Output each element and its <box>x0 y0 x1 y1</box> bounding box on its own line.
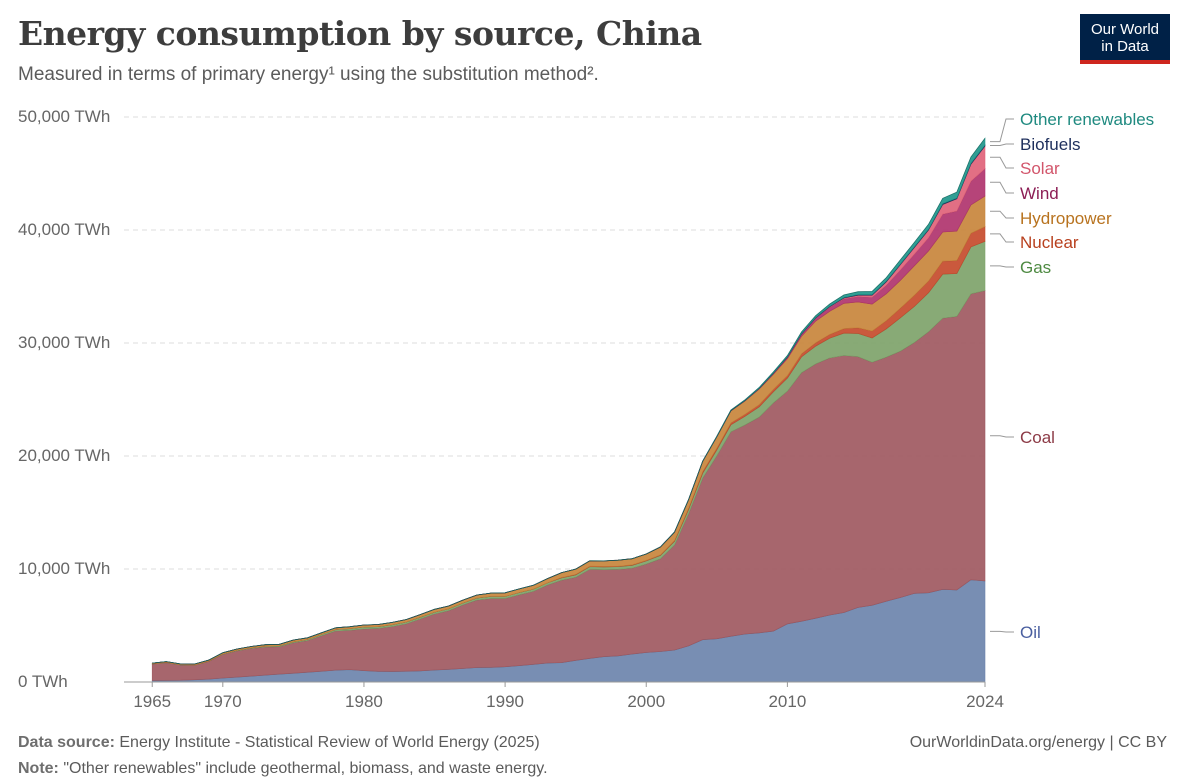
x-tick-label: 2000 <box>627 692 665 711</box>
y-tick-label: 40,000 TWh <box>18 220 110 239</box>
label-connector <box>990 143 1014 146</box>
series-label-hydropower: Hydropower <box>1020 209 1112 228</box>
label-connector <box>990 118 1014 143</box>
y-tick-label: 20,000 TWh <box>18 446 110 465</box>
chart-area: 0 TWh 10,000 TWh 20,000 TWh 30,000 TWh 40,00… <box>18 107 1154 711</box>
y-tick-label: 0 TWh <box>18 672 68 691</box>
series-label-solar: Solar <box>1020 159 1060 178</box>
series-label-gas: Gas <box>1020 258 1051 277</box>
chart-title: Energy consumption by source, China <box>18 14 702 53</box>
area-other-renewables <box>152 137 986 665</box>
series-label-wind: Wind <box>1020 184 1059 203</box>
label-connector <box>990 181 1014 194</box>
data-source-line: Data source: Energy Institute - Statisti… <box>18 734 540 752</box>
label-connector <box>990 233 1014 243</box>
logo-line-1: Our World <box>1090 21 1160 38</box>
x-tick-label: 1965 <box>133 692 171 711</box>
logo-accent-bar <box>1080 60 1170 64</box>
y-tick-label: 10,000 TWh <box>18 559 110 578</box>
x-tick-label: 1970 <box>204 692 242 711</box>
data-source-text[interactable]: Energy Institute - Statistical Review of… <box>119 734 540 751</box>
x-tick-label: 2024 <box>966 692 1004 711</box>
y-tick-label: 50,000 TWh <box>18 107 110 126</box>
logo-line-2: in Data <box>1101 38 1149 55</box>
series-label-nuclear: Nuclear <box>1020 233 1079 252</box>
series-label-biofuels: Biofuels <box>1020 135 1080 154</box>
series-label-coal: Coal <box>1020 428 1055 447</box>
note-line: Note: "Other renewables" include geother… <box>18 760 548 778</box>
label-connector <box>990 630 1014 633</box>
data-source-label: Data source: <box>18 734 115 751</box>
x-tick-label: 2010 <box>768 692 806 711</box>
area-outline <box>152 137 986 665</box>
y-tick-label: 30,000 TWh <box>18 333 110 352</box>
source-url[interactable]: OurWorldinData.org/energy | CC BY <box>909 734 1167 751</box>
series-label-oil: Oil <box>1020 623 1041 642</box>
label-connector <box>990 435 1014 438</box>
note-text: "Other renewables" include geothermal, b… <box>63 760 548 777</box>
owid-logo[interactable]: Our World in Data <box>1080 14 1170 64</box>
note-label: Note: <box>18 760 59 777</box>
chart-subtitle: Measured in terms of primary energy¹ usi… <box>18 64 599 85</box>
x-tick-label: 1980 <box>345 692 383 711</box>
series-label-other-renewables: Other renewables <box>1020 110 1154 129</box>
x-tick-label: 1990 <box>486 692 524 711</box>
label-connector <box>990 265 1014 268</box>
label-connector <box>990 156 1014 169</box>
label-connector <box>990 210 1014 219</box>
